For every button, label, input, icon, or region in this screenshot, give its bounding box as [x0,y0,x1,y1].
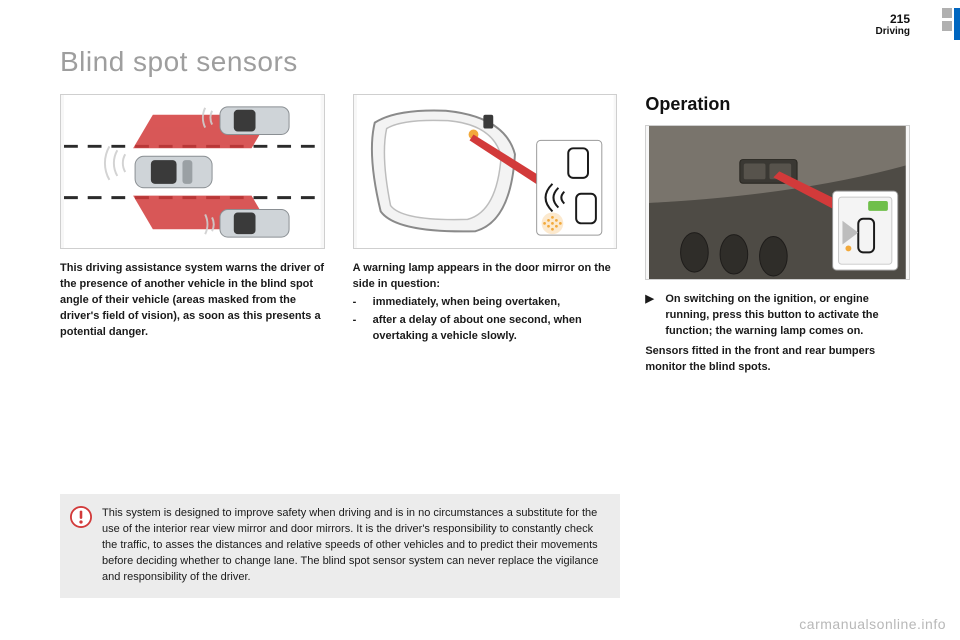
figure-dashboard-button [645,125,910,280]
bullet-text: after a delay of about one second, when … [373,313,618,345]
section-name: Driving [876,26,910,37]
column-3: Operation [645,94,910,376]
column-2-bullet-2: - after a delay of about one second, whe… [353,313,618,345]
step-text: On switching on the ignition, or engine … [665,292,910,340]
dash-icon: - [353,313,361,345]
figure-blind-spot-zones [60,94,325,249]
ego-car-icon [135,156,212,188]
operation-heading: Operation [645,94,910,115]
column-3-trailing: Sensors fitted in the front and rear bum… [645,344,910,376]
warning-icon [70,506,92,528]
page-number: 215 [876,12,910,26]
column-3-step: ▶ On switching on the ignition, or engin… [645,292,910,340]
side-markers [942,8,952,31]
figure-mirror-warning [353,94,618,249]
content-columns: This driving assistance system warns the… [60,94,910,376]
safety-note-text: This system is designed to improve safet… [102,506,606,586]
arrow-icon: ▶ [645,292,657,340]
page-title: Blind spot sensors [60,46,910,78]
dash-icon: - [353,295,361,311]
section-tab [954,8,960,40]
column-1: This driving assistance system warns the… [60,94,325,376]
bullet-text: immediately, when being overtaken, [373,295,560,311]
column-2-bullet-1: - immediately, when being overtaken, [353,295,618,311]
column-2: A warning lamp appears in the door mirro… [353,94,618,376]
manual-page: 215 Driving Blind spot sensors [0,0,960,640]
footer-url: carmanualsonline.info [799,616,946,632]
page-header: 215 Driving [876,12,910,37]
column-2-lead: A warning lamp appears in the door mirro… [353,261,618,293]
safety-note: This system is designed to improve safet… [60,494,620,598]
column-1-caption: This driving assistance system warns the… [60,261,325,341]
